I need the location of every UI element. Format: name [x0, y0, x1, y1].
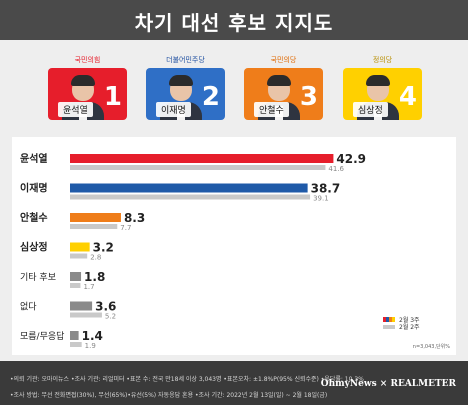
value-label-previous: 39.1 — [313, 195, 329, 203]
bar-previous — [70, 224, 118, 229]
category-label: 없다 — [20, 302, 37, 313]
category-label: 심상정 — [20, 241, 48, 254]
value-label-current: 38.7 — [311, 182, 341, 196]
candidate-number: 1 — [103, 82, 122, 112]
candidate-card: 정의당 4 심상정 — [343, 56, 422, 120]
value-label-previous: 5.2 — [105, 313, 116, 321]
bar-current — [70, 213, 121, 222]
candidate-party: 정의당 — [372, 56, 393, 64]
value-label-current: 42.9 — [336, 152, 366, 166]
sample-note: n=3,043,단위% — [413, 343, 450, 350]
category-label: 기타 후보 — [20, 272, 56, 283]
candidate-number: 4 — [398, 82, 417, 112]
value-label-current: 1.4 — [82, 329, 103, 343]
candidate-name: 이재명 — [156, 102, 191, 117]
candidate-card: 더불어민주당 2 이재명 — [146, 56, 225, 120]
bar-current — [70, 331, 79, 340]
value-label-current: 8.3 — [124, 211, 145, 225]
bar-previous — [70, 194, 311, 200]
footer: •의뢰 기관: 오마이뉴스 •조사 기관: 리얼미터 •표본 수: 전국 만18… — [0, 361, 468, 405]
bar-chart: 윤석열 42.941.6 이재명 38.739.1 안철수 8.37.7 심상정 3.22.8… — [20, 152, 450, 350]
bar-current — [70, 301, 93, 311]
value-label-current: 3.2 — [93, 241, 114, 255]
candidate-name: 안철수 — [254, 102, 289, 117]
category-label: 모름/무응답 — [20, 330, 64, 342]
legend-label-previous: 2월 2주 — [399, 323, 420, 331]
value-label-previous: 41.6 — [328, 165, 344, 173]
bar-previous — [70, 342, 82, 347]
candidate-card: 국민의힘 1 윤석열 — [48, 56, 127, 120]
value-label-previous: 1.9 — [85, 342, 96, 350]
category-label: 안철수 — [20, 211, 48, 224]
legend-swatch-current — [389, 317, 392, 322]
bar-current — [70, 154, 334, 163]
bar-current — [70, 242, 90, 252]
legend-swatch-previous — [383, 325, 395, 329]
value-label-previous: 7.7 — [120, 224, 131, 232]
value-label-current: 1.8 — [84, 270, 105, 284]
candidate-number: 3 — [299, 82, 318, 112]
candidate-card: 국민의당 3 안철수 — [244, 56, 323, 120]
bar-current — [70, 272, 82, 281]
candidate-number: 2 — [201, 82, 220, 112]
candidate-name: 심상정 — [353, 102, 388, 117]
bar-previous — [70, 283, 81, 288]
footer-survey-method: •조사 방법: 무선 전화면접(30%), 무선(65%)•유선(5%) 자동응… — [10, 392, 328, 399]
candidate-party: 국민의힘 — [74, 56, 101, 64]
footer-logo: OhmyNews × REALMETER — [320, 379, 456, 389]
candidate-party: 국민의당 — [270, 56, 297, 64]
bar-current — [70, 183, 308, 193]
candidate-name: 윤석열 — [58, 102, 93, 117]
category-label: 이재명 — [20, 182, 48, 195]
candidate-party: 더불어민주당 — [166, 56, 205, 64]
category-label: 윤석열 — [20, 152, 48, 165]
legend-label-current: 2월 3주 — [399, 316, 420, 324]
value-label-current: 3.6 — [95, 300, 116, 314]
legend-swatch-current — [392, 317, 395, 322]
page-title: 차기 대선 후보 지지도 — [134, 11, 334, 35]
header-bar: 차기 대선 후보 지지도 — [0, 0, 468, 40]
chart-panel: 윤석열 42.9 41.6 이재명 38.7 39.1 안철수 8.3 7.7 심상정 3.2 2.8… — [12, 137, 456, 355]
value-label-previous: 1.7 — [83, 283, 94, 291]
legend-swatch-current — [383, 317, 386, 322]
legend-swatch-current — [386, 317, 389, 322]
footer-survey-info: •의뢰 기관: 오마이뉴스 •조사 기관: 리얼미터 •표본 수: 전국 만18… — [10, 376, 364, 383]
bar-previous — [70, 312, 102, 318]
bar-previous — [70, 165, 326, 170]
value-label-previous: 2.8 — [90, 254, 101, 262]
bar-previous — [70, 253, 88, 259]
